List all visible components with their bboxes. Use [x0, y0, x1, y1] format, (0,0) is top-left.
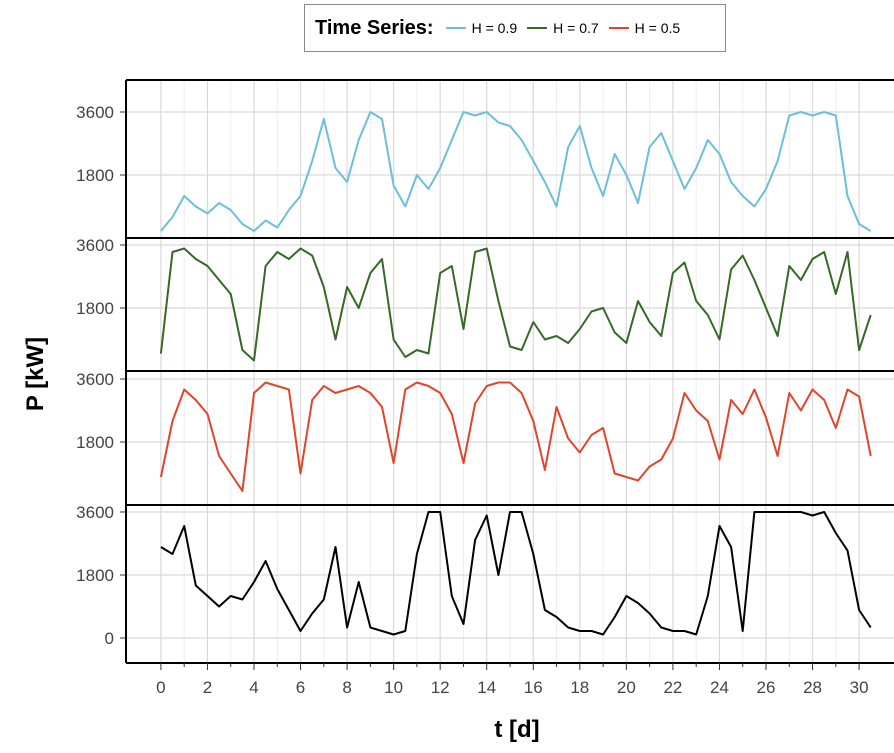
x-tick-label: 30	[850, 678, 869, 697]
legend-label-h09: H = 0.9	[471, 20, 518, 36]
x-tick-label: 28	[803, 678, 822, 697]
series-line-4	[160, 511, 872, 636]
y-tick-label: 3600	[76, 503, 114, 522]
x-tick-label: 0	[156, 678, 165, 697]
y-tick-label: 1800	[76, 433, 114, 452]
legend-item-h05: H = 0.5	[608, 20, 681, 36]
y-tick-label: 1800	[76, 566, 114, 585]
y-tick-label: 0	[105, 629, 114, 648]
y-tick-label: 3600	[76, 103, 114, 122]
series-line-3	[159, 381, 872, 492]
x-tick-label: 6	[296, 678, 305, 697]
legend: Time Series: H = 0.9 H = 0.7 H = 0.5	[304, 4, 726, 52]
x-tick-label: 20	[617, 678, 636, 697]
legend-label-h05: H = 0.5	[634, 20, 681, 36]
y-tick-label: 3600	[76, 236, 114, 255]
x-tick-label: 14	[477, 678, 496, 697]
y-tick-label: 1800	[76, 166, 114, 185]
legend-title: Time Series:	[315, 16, 434, 39]
series-line-2	[159, 247, 872, 362]
x-axis-title: t [d]	[494, 716, 540, 743]
x-tick-label: 16	[524, 678, 543, 697]
x-tick-label: 10	[384, 678, 403, 697]
series-line-1	[160, 111, 872, 232]
legend-item-h09: H = 0.9	[445, 20, 518, 36]
y-tick-label: 1800	[76, 299, 114, 318]
legend-item-h07: H = 0.7	[527, 20, 599, 36]
legend-swatch-h09	[445, 27, 466, 29]
x-tick-label: 8	[342, 678, 351, 697]
x-tick-label: 2	[203, 678, 212, 697]
y-tick-label: 3600	[76, 370, 114, 389]
x-tick-label: 26	[757, 678, 776, 697]
x-tick-label: 22	[663, 678, 682, 697]
legend-swatch-h05	[608, 27, 629, 29]
legend-swatch-h07	[527, 27, 548, 29]
x-tick-label: 4	[249, 678, 258, 697]
x-tick-label: 24	[710, 678, 729, 697]
y-axis-title: P [kW]	[22, 336, 49, 412]
legend-label-h07: H = 0.7	[553, 20, 599, 36]
x-tick-label: 18	[570, 678, 589, 697]
x-tick-label: 12	[431, 678, 450, 697]
